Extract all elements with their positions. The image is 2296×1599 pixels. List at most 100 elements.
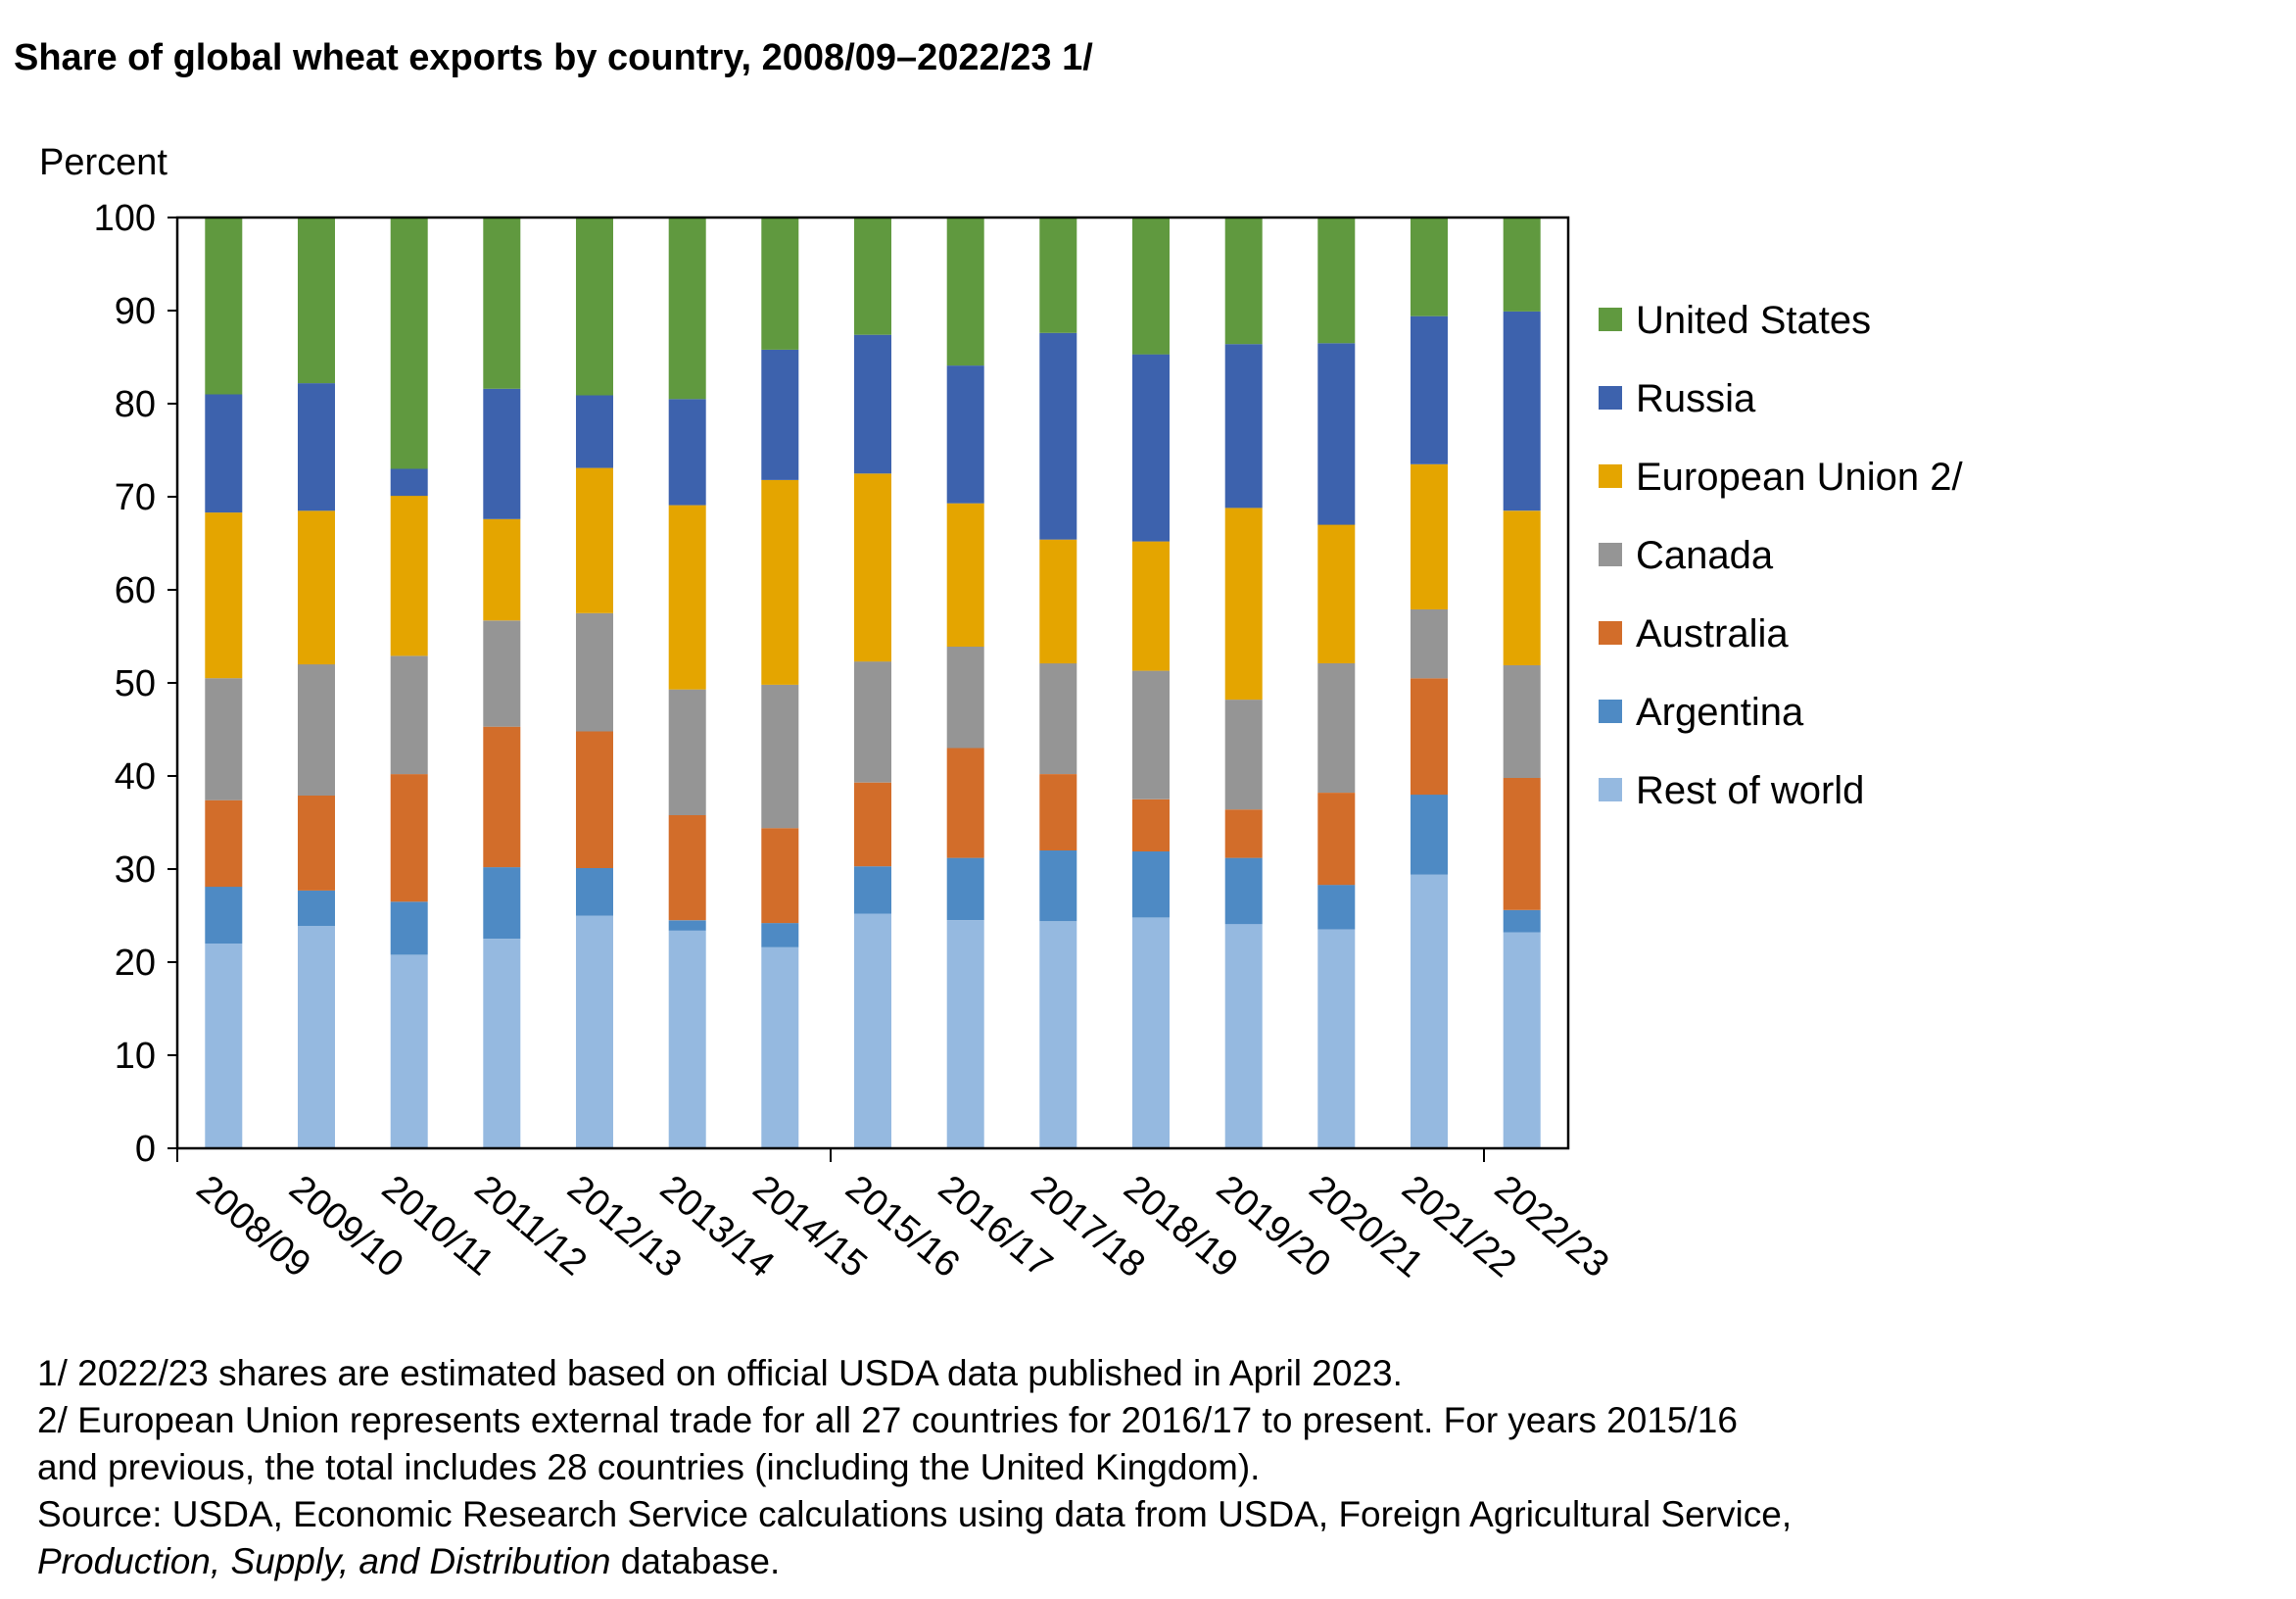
bar-argentina-2012-13 [576, 868, 613, 916]
bar-united-states-2020-21 [1317, 218, 1356, 344]
footnote-2: 2/ European Union represents external tr… [37, 1400, 1738, 1440]
bar-rest-of-world-2018-19 [1132, 917, 1170, 1148]
bar-argentina-2016-17 [946, 857, 984, 921]
y-tick-label: 10 [115, 1036, 156, 1077]
bar-canada-2009-10 [298, 664, 335, 796]
bar-rest-of-world-2020-21 [1317, 929, 1356, 1149]
y-tick-label: 30 [115, 849, 156, 891]
legend-label: Russia [1636, 377, 1756, 420]
footnote-1: 1/ 2022/23 shares are estimated based on… [37, 1353, 1403, 1393]
bar-canada-2014-15 [761, 684, 799, 829]
bar-united-states-2017-18 [1039, 218, 1077, 333]
y-tick-label: 40 [115, 756, 156, 798]
bar-rest-of-world-2008-09 [205, 944, 243, 1148]
bar-european-union-2-2021-22 [1411, 463, 1448, 609]
bar-european-union-2-2019-20 [1224, 508, 1263, 701]
legend-label: Australia [1636, 612, 1789, 655]
bar-russia-2020-21 [1317, 343, 1356, 525]
legend-swatch [1599, 386, 1622, 410]
bar-australia-2016-17 [946, 748, 984, 858]
bar-united-states-2015-16 [854, 218, 891, 335]
bar-united-states-2016-17 [946, 218, 984, 366]
bar-canada-2022-23 [1503, 665, 1541, 778]
y-tick-label: 60 [115, 570, 156, 611]
bar-rest-of-world-2022-23 [1503, 932, 1541, 1148]
bar-rest-of-world-2019-20 [1224, 924, 1263, 1148]
bar-russia-2013-14 [668, 399, 706, 506]
bar-canada-2020-21 [1317, 663, 1356, 793]
bar-australia-2009-10 [298, 796, 335, 891]
bar-russia-2009-10 [298, 383, 335, 511]
bar-united-states-2008-09 [205, 218, 243, 395]
source-note-cont: Production, Supply, and Distribution dat… [37, 1538, 1792, 1585]
bar-united-states-2014-15 [761, 218, 799, 350]
bar-australia-2013-14 [668, 814, 706, 921]
bar-united-states-2010-11 [390, 218, 428, 469]
bar-european-union-2-2012-13 [576, 467, 613, 613]
bar-russia-2012-13 [576, 395, 613, 468]
database-suffix: database. [610, 1541, 781, 1581]
legend-swatch [1599, 700, 1622, 723]
bar-canada-2017-18 [1039, 663, 1077, 774]
bar-australia-2008-09 [205, 800, 243, 888]
bar-australia-2019-20 [1224, 809, 1263, 858]
bar-united-states-2019-20 [1224, 218, 1263, 345]
legend-label: European Union 2/ [1636, 456, 1963, 499]
bar-russia-2011-12 [483, 388, 521, 519]
bar-united-states-2011-12 [483, 218, 521, 389]
bar-rest-of-world-2009-10 [298, 926, 335, 1148]
bar-european-union-2-2017-18 [1039, 539, 1077, 664]
legend-swatch [1599, 464, 1622, 488]
footnotes: 1/ 2022/23 shares are estimated based on… [37, 1350, 1792, 1585]
bar-australia-2018-19 [1132, 799, 1170, 851]
chart-title: Share of global wheat exports by country… [14, 37, 1093, 78]
bar-argentina-2013-14 [668, 920, 706, 931]
bar-russia-2017-18 [1039, 332, 1077, 540]
bar-rest-of-world-2021-22 [1411, 874, 1448, 1148]
bar-european-union-2-2011-12 [483, 518, 521, 621]
legend-swatch [1599, 543, 1622, 566]
bar-australia-2015-16 [854, 782, 891, 867]
bar-russia-2022-23 [1503, 311, 1541, 511]
bar-argentina-2019-20 [1224, 857, 1263, 925]
bar-canada-2012-13 [576, 612, 613, 732]
bar-canada-2016-17 [946, 646, 984, 749]
bar-argentina-2022-23 [1503, 909, 1541, 933]
bar-rest-of-world-2012-13 [576, 915, 613, 1148]
bar-australia-2017-18 [1039, 774, 1077, 850]
bar-united-states-2009-10 [298, 218, 335, 384]
bar-rest-of-world-2014-15 [761, 946, 799, 1148]
bar-united-states-2013-14 [668, 218, 706, 400]
bar-european-union-2-2014-15 [761, 479, 799, 685]
bar-australia-2010-11 [390, 774, 428, 902]
bar-argentina-2018-19 [1132, 851, 1170, 918]
bar-australia-2012-13 [576, 731, 613, 868]
bar-rest-of-world-2011-12 [483, 939, 521, 1149]
bar-argentina-2021-22 [1411, 795, 1448, 875]
bar-argentina-2009-10 [298, 890, 335, 926]
bar-argentina-2015-16 [854, 866, 891, 914]
y-axis-label: Percent [39, 142, 167, 183]
legend-label: Rest of world [1636, 769, 1864, 812]
bar-argentina-2020-21 [1317, 885, 1356, 930]
bar-canada-2021-22 [1411, 609, 1448, 679]
bar-european-union-2-2008-09 [205, 512, 243, 679]
legend-label: Canada [1636, 534, 1774, 577]
bar-russia-2015-16 [854, 334, 891, 474]
legend-label: Argentina [1636, 691, 1804, 734]
bar-argentina-2014-15 [761, 923, 799, 947]
bar-australia-2020-21 [1317, 793, 1356, 886]
database-name: Production, Supply, and Distribution [37, 1541, 611, 1581]
bar-russia-2021-22 [1411, 315, 1448, 464]
y-tick-label: 100 [94, 198, 156, 239]
bar-united-states-2022-23 [1503, 218, 1541, 312]
legend-label: United States [1636, 299, 1871, 342]
bar-european-union-2-2018-19 [1132, 541, 1170, 671]
legend-swatch [1599, 621, 1622, 645]
bar-australia-2021-22 [1411, 678, 1448, 796]
bar-canada-2008-09 [205, 678, 243, 800]
plot-frame [175, 216, 1570, 1150]
bar-argentina-2011-12 [483, 867, 521, 940]
bar-european-union-2-2009-10 [298, 510, 335, 665]
bar-canada-2013-14 [668, 689, 706, 815]
